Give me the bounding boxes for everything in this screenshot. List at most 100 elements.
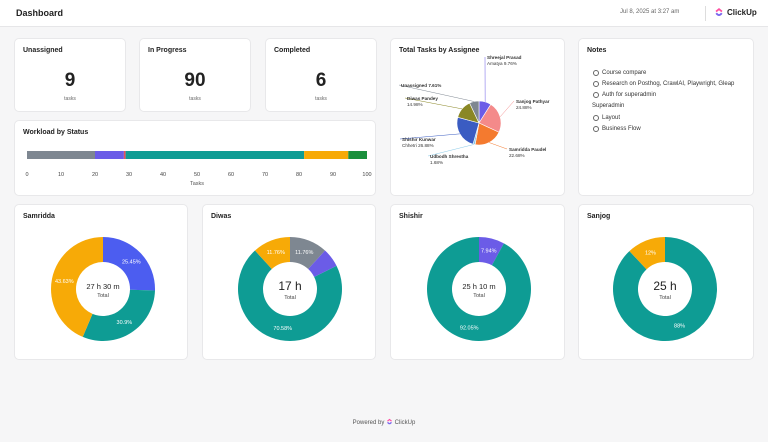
pie-label: Unassigned 7.61% xyxy=(401,83,441,88)
note-text: Research on Posthog, CrawlAI, Playwright… xyxy=(602,81,735,87)
x-axis-label: Tasks xyxy=(190,181,204,187)
brand-name: ClickUp xyxy=(727,7,757,17)
donut-slice-label: 11.76% xyxy=(295,250,313,256)
donut-slice-label: 88% xyxy=(674,324,685,330)
note-item[interactable]: Research on Posthog, CrawlAI, Playwright… xyxy=(593,80,745,88)
checkbox-circle-icon[interactable] xyxy=(593,81,599,87)
checkbox-circle-icon[interactable] xyxy=(593,115,599,121)
donut-slice-label: 43.63% xyxy=(55,279,74,285)
x-tick-label: 50 xyxy=(194,172,200,178)
note-item[interactable]: Course compare xyxy=(593,69,745,77)
note-item[interactable]: Business Flow xyxy=(593,125,745,133)
workload-title: Workload by Status xyxy=(23,129,89,136)
x-tick-label: 0 xyxy=(25,172,28,178)
workload-segment-5[interactable] xyxy=(348,151,367,159)
checkbox-circle-icon[interactable] xyxy=(593,70,599,76)
kpi-value: 90 xyxy=(184,70,206,91)
pie-slice-4[interactable] xyxy=(456,116,480,145)
notes-title: Notes xyxy=(587,47,607,54)
donut-slice-1[interactable] xyxy=(629,237,665,270)
donut-center-sub: Total xyxy=(97,293,109,299)
note-text: Auth for superadmin xyxy=(602,92,657,98)
donut-title: Samridda xyxy=(23,213,55,220)
pie-leader-line xyxy=(398,84,475,102)
workload-segment-1[interactable] xyxy=(95,151,124,159)
workload-chart: 0 10 20 30 40 50 60 70 80 90 100 Tasks xyxy=(25,151,372,187)
footer-brand: ClickUp xyxy=(394,420,416,426)
kpi-value: 6 xyxy=(315,70,327,91)
donut-card-diwas[interactable]: Diwas 11.76% 70.58% 11.76% 17 h Total xyxy=(202,204,376,360)
donut-center-sub: Total xyxy=(659,295,671,301)
donut-title: Sanjog xyxy=(587,213,611,220)
kpi-card-completed[interactable]: Completed 6 tasks xyxy=(265,38,377,112)
x-tick-label: 70 xyxy=(262,172,268,178)
donut-slice-1[interactable] xyxy=(308,250,337,277)
workload-segment-2[interactable] xyxy=(123,151,126,159)
workload-card[interactable]: Workload by Status 0 10 20 30 40 50 60 70 80 90 10… xyxy=(14,120,376,196)
donut-slice-2[interactable] xyxy=(238,250,342,341)
donut-center-value: 25 h xyxy=(653,279,676,293)
donut-center-sub: Total xyxy=(284,295,296,301)
page-title: Dashboard xyxy=(16,8,64,18)
workload-segment-0[interactable] xyxy=(27,151,95,159)
donut-slice-0[interactable] xyxy=(479,237,504,266)
x-tick-label: 90 xyxy=(330,172,336,178)
note-item[interactable]: Layout xyxy=(593,114,745,122)
kpi-label: Completed xyxy=(274,47,311,54)
note-text: Course compare xyxy=(602,70,647,76)
clickup-logo-icon xyxy=(715,8,723,16)
pie-label: Sanjog Pathyar 24.88% xyxy=(516,99,550,110)
donut-card-samridda[interactable]: Samridda 25.45% 30.9% 43.63% 27 h 30 m Total xyxy=(14,204,188,360)
donut-slice-0[interactable] xyxy=(613,237,717,341)
donut-card-sanjog[interactable]: Sanjog 88% 12% 25 h Total xyxy=(578,204,754,360)
kpi-label: In Progress xyxy=(148,47,187,54)
checkbox-circle-icon[interactable] xyxy=(593,126,599,132)
footer-prefix: Powered by xyxy=(352,420,385,426)
donut-slice-2[interactable] xyxy=(50,237,103,337)
kpi-unit: tasks xyxy=(189,96,201,102)
donut-title: Shishir xyxy=(399,213,423,220)
donut-slice-1[interactable] xyxy=(82,289,155,341)
donut-chart: 88% 12% 25 h Total xyxy=(613,237,717,341)
notes-card[interactable]: Notes Course compare Research on Posthog… xyxy=(578,38,754,196)
donut-chart: 11.76% 70.58% 11.76% 17 h Total xyxy=(238,237,342,341)
checkbox-circle-icon[interactable] xyxy=(593,92,599,98)
assignee-card[interactable]: Total Tasks by Assignee Shreejal Prasad A… xyxy=(390,38,565,196)
donut-slice-label: 11.76% xyxy=(267,250,285,256)
pie-leader-line xyxy=(427,144,475,157)
x-tick-label: 40 xyxy=(160,172,166,178)
donut-center-sub: Total xyxy=(473,293,485,299)
donut-slice-label: 30.9% xyxy=(117,320,133,326)
donut-title: Diwas xyxy=(211,213,232,220)
donut-slice-0[interactable] xyxy=(103,237,155,291)
x-tick-label: 20 xyxy=(92,172,98,178)
donut-slice-label: 7.94% xyxy=(481,249,497,255)
x-tick-label: 80 xyxy=(296,172,302,178)
pie-leader-line xyxy=(499,100,515,117)
timestamp: Jul 8, 2025 at 3:27 am xyxy=(620,9,680,15)
pie-label: Udbodh Shrestha 1.68% xyxy=(430,154,469,165)
donut-slice-3[interactable] xyxy=(254,237,290,270)
donut-card-shishir[interactable]: Shishir 7.94% 92.05% 25 h 10 m Total xyxy=(390,204,565,360)
donut-slice-0[interactable] xyxy=(290,237,326,270)
note-text: Layout xyxy=(602,115,621,121)
kpi-unit: tasks xyxy=(315,96,327,102)
kpi-card-unassigned[interactable]: Unassigned 9 tasks xyxy=(14,38,126,112)
pie-leader-line xyxy=(404,97,463,110)
footer: Powered by ClickUp xyxy=(0,418,768,426)
kpi-card-in-progress[interactable]: In Progress 90 tasks xyxy=(139,38,251,112)
assignee-pie-chart: Shreejal Prasad Amatya 9.76% Sanjog Pathya… xyxy=(398,55,550,165)
donut-center-value: 17 h xyxy=(278,279,301,293)
workload-segment-4[interactable] xyxy=(304,151,349,159)
donut-chart: 7.94% 92.05% 25 h 10 m Total xyxy=(427,237,531,341)
workload-segment-3[interactable] xyxy=(125,151,305,159)
pie-leader-line xyxy=(399,133,460,140)
divider xyxy=(705,6,706,21)
x-tick-label: 60 xyxy=(228,172,234,178)
kpi-label: Unassigned xyxy=(23,47,63,54)
pie-label: Shishir Kunwar Chhetri 26.88% xyxy=(402,137,436,148)
pie-leader-line xyxy=(489,142,508,150)
brand-logo[interactable]: ClickUp xyxy=(714,7,757,17)
note-item[interactable]: Auth for superadmin xyxy=(593,91,745,99)
donut-slice-1[interactable] xyxy=(427,237,531,341)
